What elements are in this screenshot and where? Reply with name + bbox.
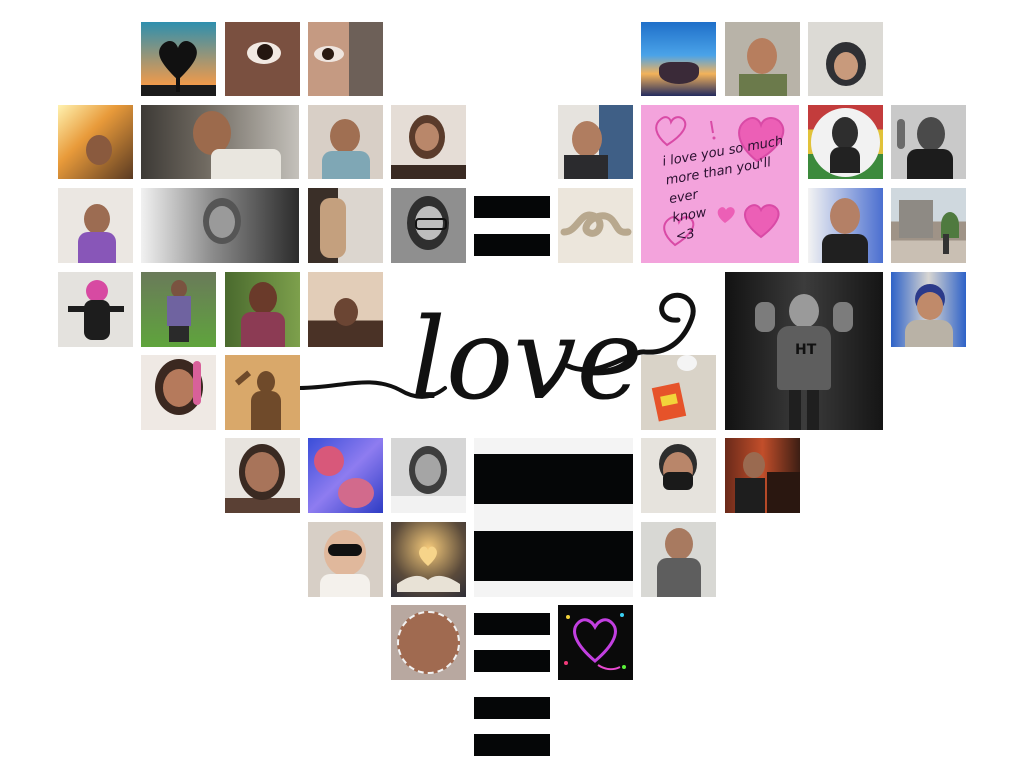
photo-rope-heart-knot bbox=[558, 188, 633, 263]
shirt-print: HT bbox=[795, 342, 817, 358]
photo-boy-flexing-bw: HT bbox=[725, 272, 883, 430]
redaction-bar bbox=[474, 697, 550, 719]
photo-girl-room-selfie bbox=[308, 105, 383, 179]
photo-neon-heart-doodle bbox=[558, 605, 633, 680]
rope-knot-icon bbox=[560, 211, 632, 237]
photo-girl-green-backdrop bbox=[225, 272, 300, 347]
redaction-bar bbox=[474, 650, 550, 672]
redaction-panel bbox=[474, 438, 633, 597]
photo-boy-headphones bbox=[808, 188, 883, 263]
photo-boy-peace-sign-bw bbox=[891, 105, 966, 179]
photo-baby-sunglasses bbox=[308, 522, 383, 597]
redaction-bar bbox=[474, 454, 633, 504]
photo-girl-pink-streak bbox=[141, 355, 216, 430]
photo-hands-heart-sky bbox=[641, 22, 716, 96]
photo-girl-lying-room bbox=[308, 272, 383, 347]
photo-eye-closeup-2 bbox=[308, 22, 383, 96]
photo-girl-wall bbox=[391, 105, 466, 179]
photo-book-heart-bokeh bbox=[391, 522, 466, 597]
redaction-bar bbox=[474, 531, 633, 581]
photo-girl-glasses-bw bbox=[391, 188, 466, 263]
photo-girl-sparkle-frame bbox=[391, 605, 466, 680]
photo-girl-smiling-bw bbox=[391, 438, 466, 513]
photo-boy-piano bbox=[725, 438, 800, 513]
photo-girl-pout bbox=[225, 438, 300, 513]
photo-boy-face-mask bbox=[641, 438, 716, 513]
redaction-bar bbox=[474, 734, 550, 756]
photo-person-pink-hair bbox=[58, 272, 133, 347]
photo-girl-car-bw bbox=[141, 188, 299, 263]
photo-girl-window-light bbox=[58, 105, 133, 179]
neon-heart-icon bbox=[564, 613, 626, 671]
photo-girl-mirror-selfie bbox=[308, 188, 383, 263]
photo-boy-bookshelf bbox=[558, 105, 633, 179]
photo-boy-blue-curtain bbox=[891, 272, 966, 347]
heart-tree-silhouette bbox=[159, 41, 197, 92]
redaction-bar bbox=[474, 196, 550, 218]
photo-heart-tree-sunset bbox=[141, 22, 216, 96]
love-text: love bbox=[410, 295, 643, 425]
photo-girl-peace-sign bbox=[58, 188, 133, 263]
photo-boy-mirror-selfie bbox=[641, 522, 716, 597]
photo-shadow-silhouette bbox=[225, 355, 300, 430]
pink-love-note: i love you so much more than you'll ever… bbox=[641, 105, 799, 263]
photo-boy-hoodie bbox=[808, 22, 883, 96]
photo-snack-packet bbox=[641, 355, 716, 430]
redaction-bar bbox=[474, 234, 550, 256]
photo-eye-closeup-1 bbox=[225, 22, 300, 96]
photo-boy-snacking bbox=[725, 22, 800, 96]
photo-girl-car-selfie bbox=[141, 105, 299, 179]
photo-boy-circle-portrait bbox=[808, 105, 883, 179]
photo-building-outdoor bbox=[891, 188, 966, 263]
love-script-word: love bbox=[300, 292, 696, 425]
book-heart-icon bbox=[397, 546, 460, 592]
photo-girl-garden bbox=[141, 272, 216, 347]
photo-girl-blue-filter bbox=[308, 438, 383, 513]
redaction-bar bbox=[474, 613, 550, 635]
note-heart-doodles bbox=[655, 116, 785, 247]
